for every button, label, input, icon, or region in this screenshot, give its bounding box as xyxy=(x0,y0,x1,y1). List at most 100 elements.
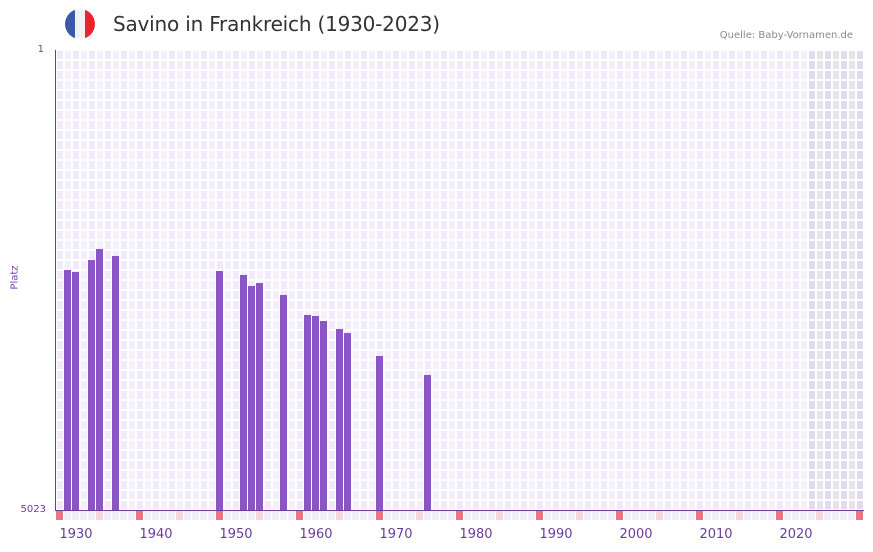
grid-cell xyxy=(625,201,631,209)
grid-cell xyxy=(817,81,823,89)
grid-cell xyxy=(489,341,495,349)
grid-cell xyxy=(641,241,647,249)
bar-1933[interactable] xyxy=(96,249,103,510)
grid-cell xyxy=(409,181,415,189)
grid-cell xyxy=(105,351,111,359)
grid-cell xyxy=(777,361,783,369)
grid-cell xyxy=(817,381,823,389)
grid-cell xyxy=(609,501,615,509)
grid-cell xyxy=(657,491,663,499)
grid-cell xyxy=(161,411,167,419)
grid-cell xyxy=(441,171,447,179)
grid-cell xyxy=(409,101,415,109)
grid-cell xyxy=(769,311,775,319)
grid-cell xyxy=(729,361,735,369)
grid-cell xyxy=(353,211,359,219)
grid-cell xyxy=(233,221,239,229)
grid-cell xyxy=(825,311,831,319)
grid-cell xyxy=(433,281,439,289)
grid-cell xyxy=(689,461,695,469)
grid-cell xyxy=(369,391,375,399)
bar-1968[interactable] xyxy=(376,356,383,510)
grid-cell xyxy=(753,131,759,139)
grid-cell xyxy=(257,191,263,199)
grid-cell xyxy=(329,181,335,189)
grid-cell xyxy=(145,221,151,229)
grid-cell xyxy=(769,391,775,399)
grid-cell xyxy=(233,351,239,359)
grid-cell xyxy=(329,101,335,109)
grid-cell xyxy=(697,181,703,189)
bar-1963[interactable] xyxy=(336,329,343,510)
grid-cell xyxy=(353,81,359,89)
bar-1961[interactable] xyxy=(320,321,327,510)
grid-cell xyxy=(737,361,743,369)
grid-cell xyxy=(737,221,743,229)
grid-cell xyxy=(321,191,327,199)
grid-cell xyxy=(585,361,591,369)
grid-cell xyxy=(305,201,311,209)
grid-cell xyxy=(585,371,591,379)
grid-cell xyxy=(657,241,663,249)
grid-cell xyxy=(569,141,575,149)
bar-1935[interactable] xyxy=(112,256,119,510)
grid-cell xyxy=(481,311,487,319)
grid-cell xyxy=(273,81,279,89)
grid-cell xyxy=(793,181,799,189)
bar-1959[interactable] xyxy=(304,314,311,510)
grid-cell xyxy=(57,491,63,499)
grid-cell xyxy=(201,261,207,269)
bar-1948[interactable] xyxy=(216,271,223,510)
grid-cell xyxy=(185,431,191,439)
grid-cell xyxy=(97,141,103,149)
grid-cell xyxy=(233,201,239,209)
grid-cell xyxy=(665,201,671,209)
grid-cell xyxy=(361,171,367,179)
grid-cell xyxy=(737,501,743,509)
grid-cell xyxy=(89,111,95,119)
grid-cell xyxy=(705,251,711,259)
grid-cell xyxy=(401,461,407,469)
grid-cell xyxy=(777,391,783,399)
grid-cell xyxy=(193,201,199,209)
grid-cell xyxy=(121,411,127,419)
bar-1932[interactable] xyxy=(88,260,95,510)
grid-cell xyxy=(593,131,599,139)
bar-1964[interactable] xyxy=(344,333,351,510)
bar-1974[interactable] xyxy=(424,374,431,510)
bar-1953[interactable] xyxy=(256,283,263,510)
grid-cell xyxy=(241,151,247,159)
grid-cell xyxy=(673,111,679,119)
grid-cell xyxy=(209,171,215,179)
grid-cell xyxy=(169,91,175,99)
grid-cell xyxy=(369,291,375,299)
grid-cell xyxy=(625,61,631,69)
bar-1960[interactable] xyxy=(312,315,319,510)
grid-cell xyxy=(121,51,127,59)
year-marker xyxy=(144,511,151,520)
source-link[interactable]: Quelle: Baby-Vornamen.de xyxy=(719,30,853,41)
grid-cell xyxy=(801,121,807,129)
grid-cell xyxy=(289,371,295,379)
grid-cell xyxy=(841,501,847,509)
grid-cell xyxy=(137,421,143,429)
bar-1929[interactable] xyxy=(64,270,71,510)
grid-cell xyxy=(377,271,383,279)
bar-1930[interactable] xyxy=(72,272,79,510)
grid-cell xyxy=(169,151,175,159)
grid-cell xyxy=(841,301,847,309)
grid-cell xyxy=(577,111,583,119)
grid-cell xyxy=(545,461,551,469)
bar-1951[interactable] xyxy=(240,274,247,510)
bar-1956[interactable] xyxy=(280,295,287,510)
grid-cell xyxy=(385,421,391,429)
grid-cell xyxy=(281,51,287,59)
grid-cell xyxy=(225,371,231,379)
grid-cell xyxy=(481,371,487,379)
grid-cell xyxy=(593,401,599,409)
grid-cell xyxy=(89,231,95,239)
bar-1952[interactable] xyxy=(248,285,255,510)
grid-cell xyxy=(793,501,799,509)
grid-cell xyxy=(121,281,127,289)
grid-cell xyxy=(849,371,855,379)
